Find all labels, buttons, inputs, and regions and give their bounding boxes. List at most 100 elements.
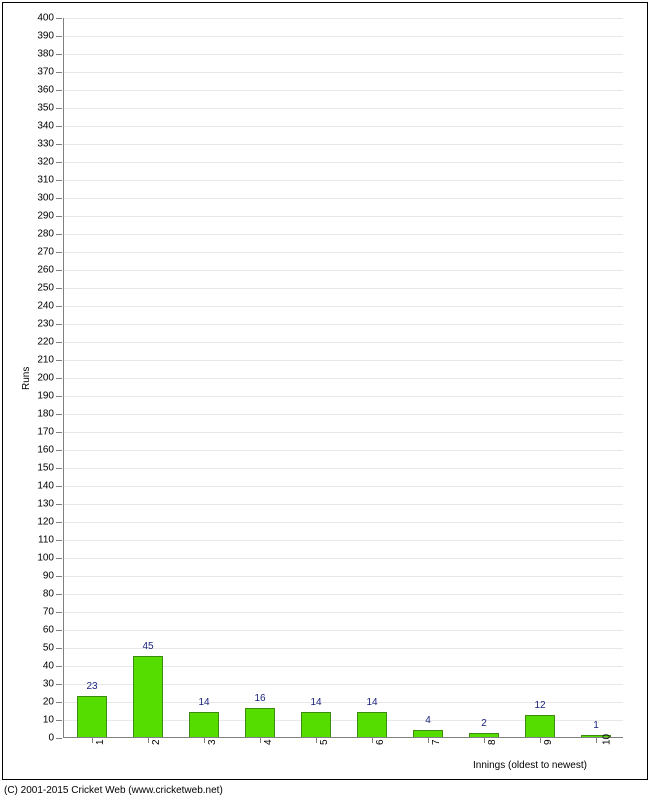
bar-value-label: 16	[254, 693, 265, 704]
y-tick	[56, 702, 62, 703]
y-tick	[56, 594, 62, 595]
x-tick-label: 4	[263, 739, 274, 745]
y-tick	[56, 234, 62, 235]
gridline	[64, 432, 623, 433]
y-tick	[56, 180, 62, 181]
y-tick-label: 0	[48, 733, 54, 744]
y-axis-title: Runs	[21, 367, 32, 390]
y-tick	[56, 540, 62, 541]
y-tick-label: 70	[43, 607, 54, 618]
x-tick-label: 1	[95, 739, 106, 745]
bar-value-label: 23	[86, 681, 97, 692]
y-tick	[56, 432, 62, 433]
y-tick	[56, 396, 62, 397]
x-tick-label: 10	[602, 734, 613, 745]
gridline	[64, 522, 623, 523]
y-tick-label: 290	[37, 211, 54, 222]
y-tick-label: 330	[37, 139, 54, 150]
gridline	[64, 216, 623, 217]
y-tick	[56, 162, 62, 163]
gridline	[64, 288, 623, 289]
x-tick-label: 6	[375, 739, 386, 745]
y-tick	[56, 54, 62, 55]
bar	[525, 715, 556, 737]
gridline	[64, 504, 623, 505]
y-tick	[56, 450, 62, 451]
gridline	[64, 558, 623, 559]
bar	[301, 712, 332, 737]
y-tick	[56, 270, 62, 271]
copyright-text: (C) 2001-2015 Cricket Web (www.cricketwe…	[4, 785, 223, 796]
y-tick	[56, 558, 62, 559]
y-tick-label: 220	[37, 337, 54, 348]
y-tick-label: 50	[43, 643, 54, 654]
y-tick-label: 310	[37, 175, 54, 186]
gridline	[64, 630, 623, 631]
x-axis-title: Innings (oldest to newest)	[473, 760, 587, 771]
y-tick	[56, 288, 62, 289]
y-tick	[56, 18, 62, 19]
y-tick	[56, 522, 62, 523]
y-tick-label: 390	[37, 31, 54, 42]
y-tick	[56, 414, 62, 415]
gridline	[64, 108, 623, 109]
gridline	[64, 414, 623, 415]
gridline	[64, 252, 623, 253]
y-tick-label: 20	[43, 697, 54, 708]
y-tick-label: 250	[37, 283, 54, 294]
plot-area: 0102030405060708090100110120130140150160…	[63, 18, 623, 738]
y-tick-label: 240	[37, 301, 54, 312]
chart-frame: 0102030405060708090100110120130140150160…	[2, 2, 648, 780]
y-tick	[56, 684, 62, 685]
y-tick	[56, 720, 62, 721]
gridline	[64, 468, 623, 469]
x-tick-label: 2	[151, 739, 162, 745]
gridline	[64, 378, 623, 379]
y-tick-label: 360	[37, 85, 54, 96]
bar-value-label: 4	[425, 715, 431, 726]
y-tick	[56, 72, 62, 73]
y-tick	[56, 666, 62, 667]
bar-value-label: 45	[142, 641, 153, 652]
x-tick	[484, 737, 485, 743]
y-tick	[56, 216, 62, 217]
gridline	[64, 360, 623, 361]
y-tick-label: 30	[43, 679, 54, 690]
gridline	[64, 342, 623, 343]
y-tick-label: 200	[37, 373, 54, 384]
gridline	[64, 450, 623, 451]
y-tick-label: 380	[37, 49, 54, 60]
x-tick	[316, 737, 317, 743]
gridline	[64, 162, 623, 163]
gridline	[64, 486, 623, 487]
y-tick-label: 40	[43, 661, 54, 672]
y-tick-label: 270	[37, 247, 54, 258]
gridline	[64, 594, 623, 595]
y-tick	[56, 252, 62, 253]
gridline	[64, 90, 623, 91]
y-tick-label: 80	[43, 589, 54, 600]
y-tick-label: 400	[37, 13, 54, 24]
y-tick	[56, 612, 62, 613]
y-tick	[56, 198, 62, 199]
bar	[357, 712, 388, 737]
x-tick	[596, 737, 597, 743]
x-tick-label: 9	[543, 739, 554, 745]
gridline	[64, 180, 623, 181]
y-tick-label: 150	[37, 463, 54, 474]
y-tick-label: 10	[43, 715, 54, 726]
gridline	[64, 306, 623, 307]
y-tick-label: 350	[37, 103, 54, 114]
y-tick-label: 110	[38, 535, 54, 546]
y-tick-label: 140	[37, 481, 54, 492]
gridline	[64, 54, 623, 55]
bar-value-label: 2	[481, 718, 487, 729]
x-tick	[540, 737, 541, 743]
y-tick-label: 180	[37, 409, 54, 420]
y-tick	[56, 36, 62, 37]
y-tick	[56, 108, 62, 109]
gridline	[64, 540, 623, 541]
y-tick-label: 280	[37, 229, 54, 240]
y-tick	[56, 360, 62, 361]
gridline	[64, 144, 623, 145]
